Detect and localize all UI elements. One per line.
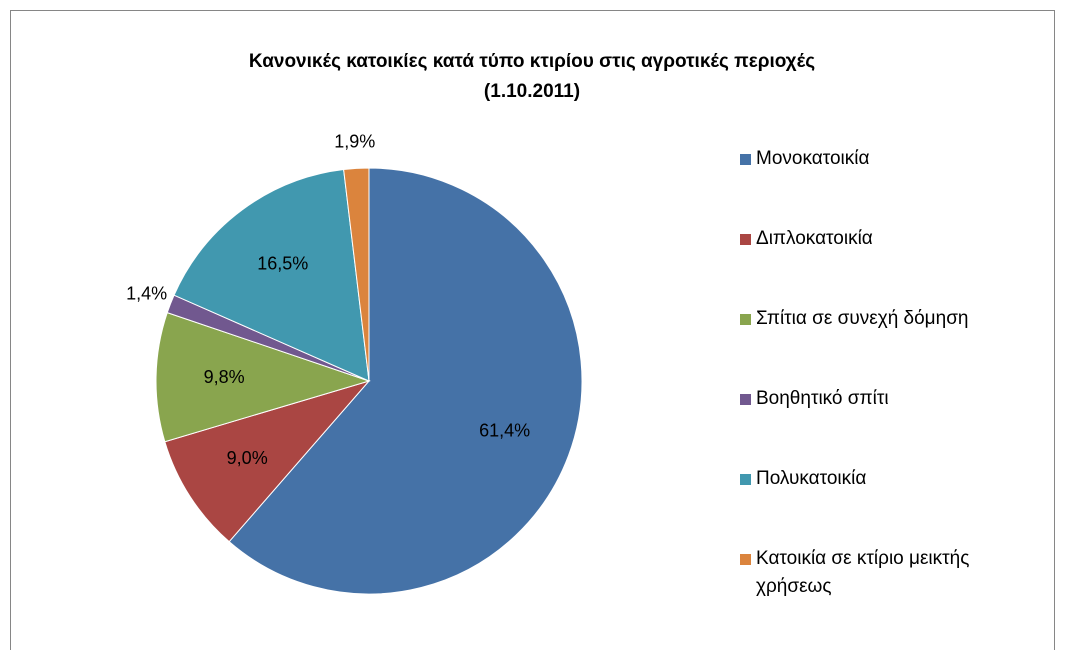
pie-slice [173, 168, 370, 382]
pie-slice [228, 167, 583, 595]
chart-title: (1.10.2011) [484, 81, 580, 102]
legend-swatch [740, 314, 751, 325]
chart-border [10, 10, 1055, 650]
legend-label: Βοηθητικό σπίτι [756, 388, 889, 409]
legend-item: Πολυκατοικία [740, 465, 1040, 493]
data-label: 16,5% [257, 253, 308, 273]
legend-item: Βοηθητικό σπίτι [740, 385, 1040, 413]
data-label: 9,8% [204, 367, 245, 387]
data-label: 61,4% [479, 421, 530, 441]
legend-label: Κατοικία σε κτίριο μεικτής χρήσεως [756, 548, 970, 597]
legend-item: Κατοικία σε κτίριο μεικτής χρήσεως [740, 545, 1040, 601]
pie-slice [343, 167, 370, 382]
legend-label: Διπλοκατοικία [756, 228, 873, 249]
legend-swatch [740, 234, 751, 245]
legend-item: Σπίτια σε συνεχή δόμηση [740, 305, 1040, 333]
legend-item: Διπλοκατοικία [740, 225, 1040, 253]
legend-label: Μονοκατοικία [756, 148, 870, 169]
legend-swatch [740, 474, 751, 485]
legend-swatch [740, 154, 751, 165]
pie-slice [155, 312, 371, 443]
chart-title: Κανονικές κατοικίες κατά τύπο κτιρίου στ… [249, 51, 815, 72]
legend-label: Σπίτια σε συνεχή δόμηση [756, 308, 969, 329]
data-label: 1,4% [126, 283, 167, 303]
pie-slice [164, 380, 371, 543]
data-label: 1,9% [334, 132, 375, 152]
legend-swatch [740, 554, 751, 565]
data-label: 9,0% [227, 448, 268, 468]
legend-label: Πολυκατοικία [756, 468, 867, 489]
legend-swatch [740, 394, 751, 405]
legend-item: Μονοκατοικία [740, 145, 1040, 173]
